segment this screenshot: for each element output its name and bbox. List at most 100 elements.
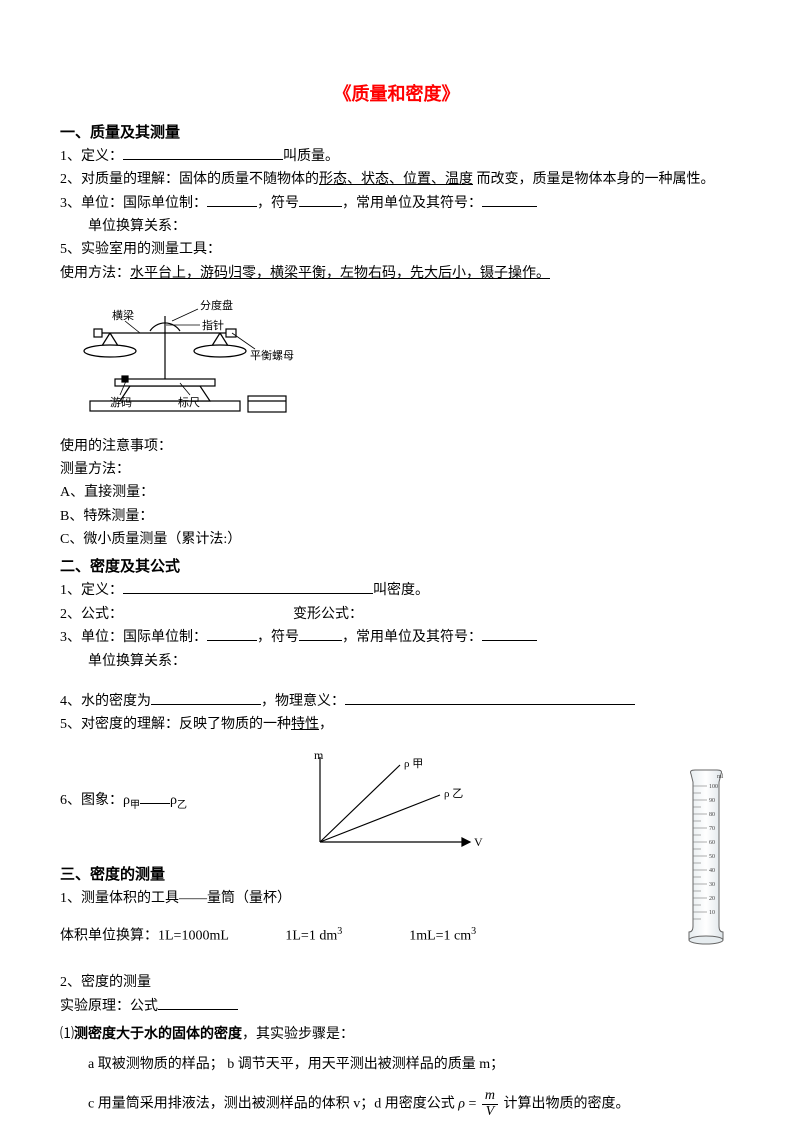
- s2-yi: 乙: [177, 800, 187, 811]
- svg-text:90: 90: [709, 798, 715, 804]
- s2-unit-a: 3、单位：国际单位制：: [60, 630, 207, 645]
- s2-understand: 5、对密度的理解：反映了物质的一种特性，: [60, 714, 733, 736]
- s3-p3: ⑴测密度大于水的固体的密度，其实验步骤是：: [60, 1024, 733, 1046]
- s1-unit-conv: 单位换算关系：: [88, 216, 733, 238]
- blank[interactable]: [482, 627, 537, 641]
- svg-text:70: 70: [709, 826, 715, 832]
- label-ym: 游码: [110, 396, 132, 409]
- svg-text:10: 10: [709, 910, 715, 916]
- s3-step-c1: c 用量筒采用排液法，测出被测样品的体积 v；d 用密度公式: [88, 1096, 455, 1111]
- section3-heading: 三、密度的测量: [60, 863, 733, 887]
- s1-unit-b: ，符号: [257, 196, 299, 211]
- s2-water: 4、水的密度为 ，物理意义：: [60, 691, 733, 713]
- blank[interactable]: [140, 790, 170, 804]
- s2-def-b: 叫密度。: [373, 583, 429, 598]
- s1-def-b: 叫质量。: [283, 149, 339, 164]
- s1-attention: 使用的注意事项：: [60, 436, 733, 458]
- blank[interactable]: [299, 627, 342, 641]
- s2-unit: 3、单位：国际单位制： ，符号 ，常用单位及其符号：: [60, 627, 733, 649]
- label-bc: 标尺: [178, 395, 200, 409]
- s3-vol-bexp: 3: [337, 926, 342, 937]
- s1-understand: 2、对质量的理解：固体的质量不随物体的形态、状态、位置、温度 而改变，质量是物体…: [60, 169, 733, 191]
- s3-step-c: c 用量筒采用排液法，测出被测样品的体积 v；d 用密度公式 ρ = mV 计算…: [88, 1089, 733, 1119]
- s2-u-a: 5、对密度的理解：反映了物质的一种: [60, 717, 291, 732]
- s1-measure-methods: 测量方法：: [60, 459, 733, 481]
- blank[interactable]: [207, 193, 257, 207]
- svg-text:60: 60: [709, 840, 715, 846]
- s1-ma: A、直接测量：: [60, 482, 733, 504]
- s2-p6a: 6、图象：ρ: [60, 793, 130, 808]
- blank[interactable]: [482, 193, 537, 207]
- s2-water-b: ，物理意义：: [261, 694, 345, 709]
- blank[interactable]: [207, 627, 257, 641]
- s1-tool: 5、实验室用的测量工具：: [60, 239, 733, 261]
- formula-num: m: [482, 1089, 498, 1105]
- s2-unit-c: ，常用单位及其符号：: [342, 630, 482, 645]
- svg-text:50: 50: [709, 854, 715, 860]
- graduated-cylinder: 100908070605040302010 ml: [679, 768, 733, 956]
- formula-eq: =: [465, 1096, 480, 1111]
- s3-vol-a: 体积单位换算：1L=1000mL: [60, 929, 228, 944]
- s1-u-b: 而改变，质量是物体本身的一种属性。: [473, 172, 715, 187]
- section1-heading: 一、质量及其测量: [60, 121, 733, 145]
- blank[interactable]: [123, 580, 373, 594]
- svg-text:40: 40: [709, 868, 715, 874]
- s2-u-b: ，: [319, 717, 333, 732]
- s2-graph-row: 6、图象：ρ甲 ρ乙 m V ρ 甲 ρ 乙: [60, 747, 733, 857]
- s3-tool: 1、测量体积的工具——量筒（量杯）: [60, 888, 733, 910]
- s2-for-b: 变形公式：: [293, 607, 363, 622]
- formula-den: V: [482, 1105, 498, 1120]
- s3-p3-bold: 测密度大于水的固体的密度: [74, 1027, 242, 1042]
- s2-def-a: 1、定义：: [60, 583, 123, 598]
- svg-text:30: 30: [709, 882, 715, 888]
- graph-s2: ρ 乙: [444, 787, 463, 800]
- s2-water-a: 4、水的密度为: [60, 694, 151, 709]
- balance-figure: 分度盘 指针 横梁 平衡螺母 游码 标尺: [60, 291, 733, 429]
- s1-unit-c: ，常用单位及其符号：: [342, 196, 482, 211]
- s3-vol-cexp: 3: [471, 926, 476, 937]
- s2-formula: 2、公式： 变形公式：: [60, 604, 733, 626]
- label-hl: 横梁: [112, 308, 134, 322]
- s2-unit-b: ，符号: [257, 630, 299, 645]
- blank[interactable]: [345, 691, 635, 705]
- s1-mb: B、特殊测量：: [60, 506, 733, 528]
- s1-unit-a: 3、单位：国际单位制：: [60, 196, 207, 211]
- s1-mc: C、微小质量测量（累计法:）: [60, 529, 733, 551]
- blank[interactable]: [151, 691, 261, 705]
- s1-u-u: 形态、状态、位置、温度: [319, 172, 473, 187]
- s2-p6b: ρ: [170, 793, 177, 808]
- s3-p2b-t: 实验原理：公式: [60, 999, 158, 1014]
- s3-vol-b: 1L=1 dm: [285, 929, 337, 944]
- s3-vol: 体积单位换算：1L=1000mL 1L=1 dm3 1mL=1 cm3: [60, 924, 733, 948]
- s3-p2: 2、密度的测量: [60, 972, 733, 994]
- blank[interactable]: [158, 996, 238, 1010]
- graph-xlabel: V: [474, 835, 483, 849]
- density-graph: m V ρ 甲 ρ 乙: [290, 747, 490, 857]
- s2-def: 1、定义： 叫密度。: [60, 580, 733, 602]
- graph-s1: ρ 甲: [404, 758, 423, 770]
- s2-for-a: 2、公式：: [60, 607, 123, 622]
- s1-u-a: 2、对质量的理解：固体的质量不随物体的: [60, 172, 319, 187]
- blank[interactable]: [299, 193, 342, 207]
- s1-def-a: 1、定义：: [60, 149, 123, 164]
- formula-frac: mV: [482, 1089, 498, 1119]
- graph-ylabel: m: [314, 748, 324, 762]
- svg-text:80: 80: [709, 812, 715, 818]
- svg-text:20: 20: [709, 896, 715, 902]
- s3-p2b: 实验原理：公式: [60, 996, 733, 1018]
- s1-unit: 3、单位：国际单位制： ，符号 ，常用单位及其符号：: [60, 193, 733, 215]
- s2-jia: 甲: [130, 800, 140, 811]
- s3-step-a: a 取被测物质的样品； b 调节天平，用天平测出被测样品的质量 m；: [88, 1054, 733, 1076]
- blank[interactable]: [123, 146, 283, 160]
- label-zz: 指针: [202, 318, 224, 332]
- doc-title: 《质量和密度》: [60, 80, 733, 109]
- s3-step-c2: 计算出物质的密度。: [503, 1096, 629, 1111]
- s2-graph-text: 6、图象：ρ甲 ρ乙: [60, 790, 290, 814]
- s3-p3-n: ⑴: [60, 1027, 74, 1042]
- s1-def: 1、定义： 叫质量。: [60, 146, 733, 168]
- label-fdp: 分度盘: [200, 298, 233, 312]
- cyl-unit: ml: [717, 774, 724, 780]
- s3-vol-c: 1mL=1 cm: [409, 929, 471, 944]
- s2-u-u: 特性: [291, 717, 319, 732]
- section2-heading: 二、密度及其公式: [60, 555, 733, 579]
